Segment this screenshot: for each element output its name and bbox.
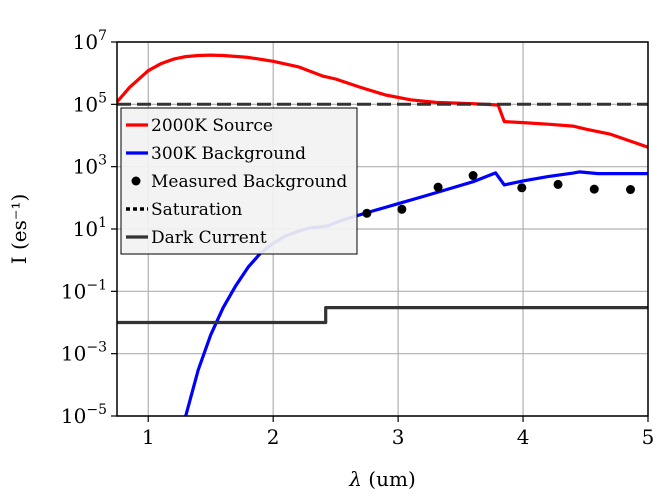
y-axis-label: I (es⁻¹) <box>7 194 31 265</box>
legend-label: 300K Background <box>151 144 306 164</box>
x-tick-label: 4 <box>517 425 530 449</box>
2000k-source-line <box>117 53 648 149</box>
y-tick-exponent: 3 <box>98 153 107 169</box>
measured-background-point <box>433 182 443 192</box>
measured-background-point <box>397 204 407 214</box>
legend-label: Saturation <box>151 200 242 220</box>
x-axis-label: λ (um) <box>348 467 416 491</box>
y-tick-exponent: −3 <box>86 340 107 356</box>
y-tick-exponent: 5 <box>98 90 107 106</box>
y-tick-exponent: −5 <box>86 402 107 418</box>
legend-label: Dark Current <box>151 228 267 248</box>
y-tick-exponent: 1 <box>98 215 107 231</box>
legend: 2000K Source 300K Background Measured Back… <box>120 107 358 255</box>
y-tick-label: 107 <box>73 28 107 54</box>
measured-background-point <box>626 185 636 195</box>
x-tick-label: 1 <box>142 425 155 449</box>
y-tick-label: 105 <box>73 90 107 116</box>
y-tick-label: 103 <box>73 153 107 179</box>
measured-background-point <box>517 183 527 193</box>
y-tick-base: 10 <box>61 404 86 428</box>
measured-background-point <box>468 171 478 181</box>
y-tick-exponent: 7 <box>98 28 107 44</box>
y-tick-base: 10 <box>73 155 98 179</box>
legend-marker-measured-background <box>131 176 141 186</box>
y-tick-base: 10 <box>61 342 86 366</box>
y-tick-label: 101 <box>73 215 107 241</box>
x-tick-label: 5 <box>642 425 655 449</box>
y-tick-base: 10 <box>73 92 98 116</box>
legend-label: 2000K Source <box>151 116 273 136</box>
y-tick-label: 10−1 <box>61 277 107 303</box>
y-tick-exponent: −1 <box>86 277 107 293</box>
y-tick-label: 10−3 <box>61 340 107 366</box>
measured-background-point <box>553 179 563 189</box>
legend-box <box>120 107 358 255</box>
y-tick-base: 10 <box>73 30 98 54</box>
x-tick-label: 2 <box>267 425 280 449</box>
measured-background-point <box>362 208 372 218</box>
y-tick-base: 10 <box>61 279 86 303</box>
dark-current-line <box>117 306 648 325</box>
measured-background-point <box>589 184 599 194</box>
x-tick-label: 3 <box>392 425 405 449</box>
y-tick-label: 10−5 <box>61 402 107 428</box>
y-tick-base: 10 <box>73 217 98 241</box>
legend-label: Measured Background <box>151 172 347 192</box>
